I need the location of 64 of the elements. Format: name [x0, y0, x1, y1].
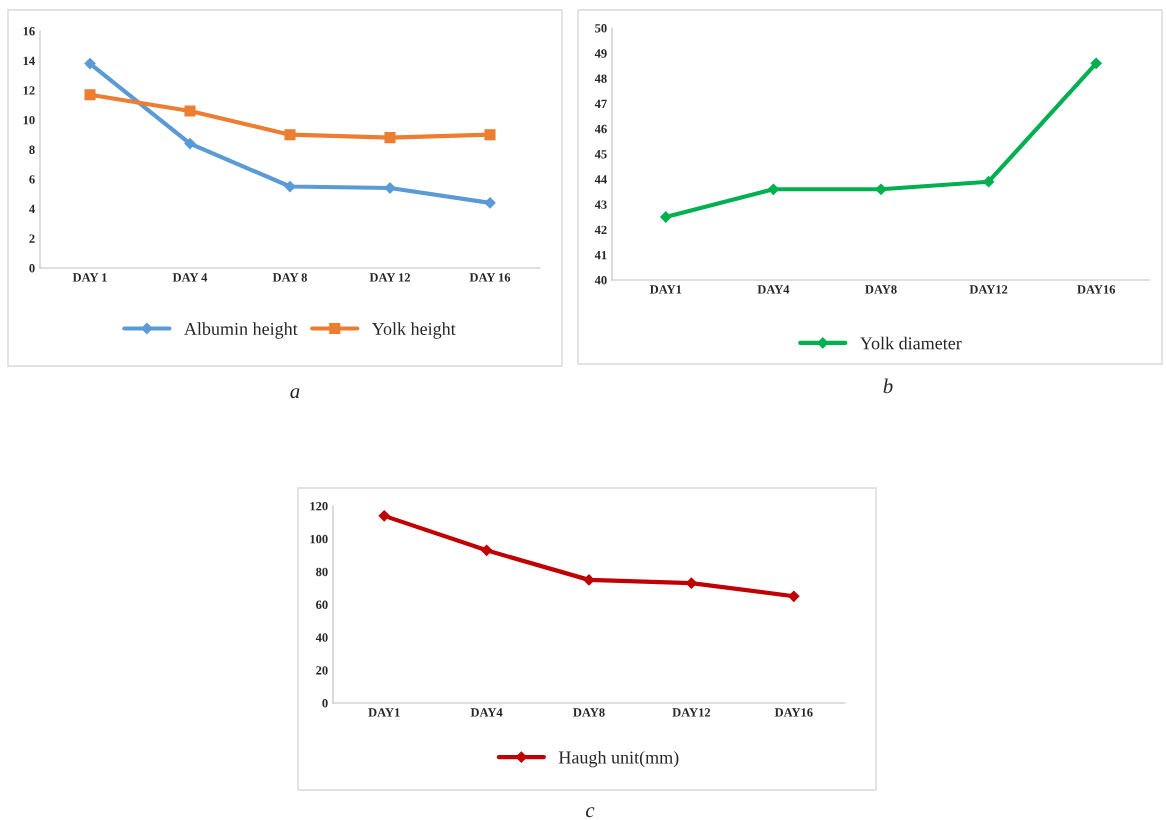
legend-label: Yolk diameter [860, 336, 962, 350]
y-tick-label: 6 [29, 175, 35, 184]
y-tick-label: 43 [594, 200, 607, 209]
y-tick-label: 44 [594, 175, 607, 184]
y-tick-label: 14 [23, 56, 35, 65]
y-tick-label: 4 [29, 204, 35, 214]
y-tick-label: 20 [316, 666, 328, 675]
legend-label: Albumin height [184, 322, 298, 339]
point [84, 89, 96, 101]
y-tick-label: 10 [23, 115, 35, 125]
x-tick-label: DAY16 [1077, 285, 1116, 294]
y-tick-label: 49 [594, 49, 607, 58]
legend-label: Haugh unit(mm) [558, 750, 679, 768]
x-tick-label: DAY4 [470, 708, 503, 717]
x-tick-label: DAY1 [649, 285, 682, 294]
point [660, 211, 672, 223]
point [1090, 57, 1102, 69]
x-tick-label: DAY8 [573, 708, 605, 717]
x-tick-label: DAY4 [757, 285, 790, 294]
x-tick-label: DAY1 [368, 708, 400, 717]
y-tick-label: 47 [594, 99, 607, 108]
x-tick-label: DAY 16 [469, 273, 511, 282]
y-tick-label: 0 [322, 699, 328, 708]
point [284, 180, 296, 193]
y-tick-label: 45 [594, 150, 607, 159]
point [484, 129, 496, 141]
x-tick-label: DAY12 [969, 285, 1008, 294]
y-tick-label: 100 [310, 534, 328, 544]
y-tick-label: 50 [595, 24, 607, 33]
point [184, 105, 196, 117]
x-tick-label: DAY 12 [369, 273, 411, 282]
x-tick-label: DAY 4 [172, 273, 208, 282]
legend-label: Yolk height [371, 322, 456, 339]
point [875, 183, 887, 195]
point [788, 590, 800, 602]
x-tick-label: DAY 8 [272, 273, 308, 282]
x-tick-label: DAY 1 [72, 273, 107, 282]
y-tick-label: 42 [594, 225, 607, 234]
x-tick-label: DAY8 [865, 285, 897, 294]
text: c [586, 807, 595, 818]
y-tick-label: 40 [315, 633, 328, 642]
x-tick-label: DAY16 [774, 708, 813, 717]
y-tick-label: 48 [594, 74, 607, 83]
x-tick-label: DAY12 [672, 708, 711, 717]
y-tick-label: 8 [29, 145, 35, 154]
y-tick-label: 46 [594, 124, 607, 134]
text: a [290, 388, 300, 399]
point [378, 510, 390, 522]
text: b [883, 378, 893, 394]
point [284, 129, 296, 141]
y-tick-label: 40 [594, 276, 607, 285]
point [484, 197, 496, 209]
y-tick-label: 80 [316, 567, 328, 577]
y-tick-label: 12 [23, 86, 35, 95]
point [384, 132, 396, 144]
y-tick-label: 120 [310, 502, 328, 511]
y-tick-label: 0 [29, 264, 35, 273]
point [480, 544, 493, 556]
y-tick-label: 16 [23, 27, 35, 36]
y-tick-label: 41 [594, 250, 607, 260]
point [84, 57, 96, 70]
y-tick-label: 2 [29, 234, 35, 243]
point [184, 137, 196, 150]
y-tick-label: 60 [316, 600, 328, 609]
